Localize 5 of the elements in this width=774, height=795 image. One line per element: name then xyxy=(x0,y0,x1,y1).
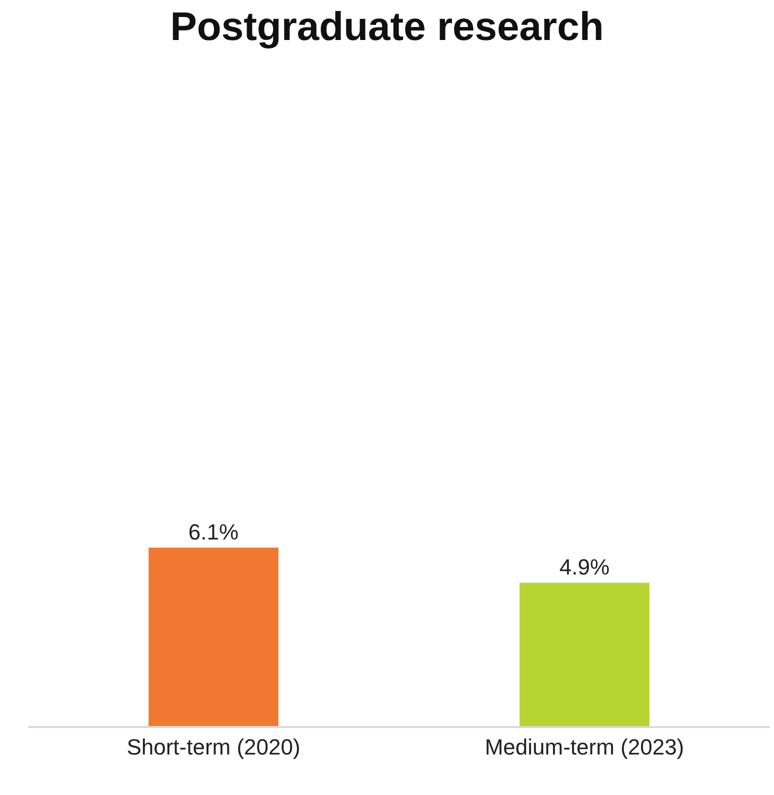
x-tick-label: Short-term (2020) xyxy=(126,734,300,760)
x-tick-label: Medium-term (2023) xyxy=(484,734,684,760)
data-label: 6.1% xyxy=(188,520,239,545)
data-label: 4.9% xyxy=(559,554,610,580)
chart-title: Postgraduate research xyxy=(170,4,604,49)
